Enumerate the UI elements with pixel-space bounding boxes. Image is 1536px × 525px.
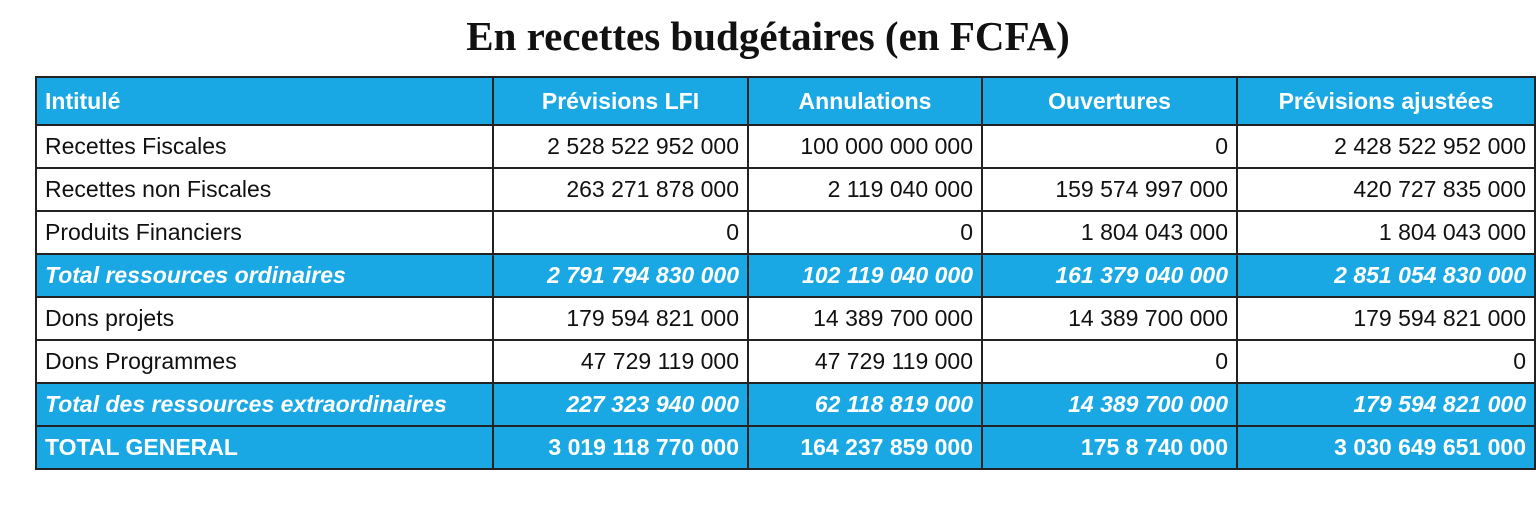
row-label: Total ressources ordinaires xyxy=(35,253,494,298)
cell-annulations: 2 119 040 000 xyxy=(747,167,983,212)
cell-previsions-ajustees: 1 804 043 000 xyxy=(1236,210,1536,255)
cell-annulations: 164 237 859 000 xyxy=(747,425,983,470)
cell-ouvertures: 1 804 043 000 xyxy=(981,210,1238,255)
page-title: En recettes budgétaires (en FCFA) xyxy=(466,13,1070,59)
cell-previsions-ajustees: 3 030 649 651 000 xyxy=(1236,425,1536,470)
row-label: Dons Programmes xyxy=(35,339,494,384)
budget-revenue-table: Intitulé Prévisions LFI Annulations Ouve… xyxy=(35,76,1536,470)
cell-annulations: 0 xyxy=(747,210,983,255)
column-header-annulations: Annulations xyxy=(747,76,983,126)
column-header-previsions-lfi: Prévisions LFI xyxy=(492,76,749,126)
cell-previsions-lfi: 0 xyxy=(492,210,749,255)
cell-previsions-ajustees: 0 xyxy=(1236,339,1536,384)
row-label: Produits Financiers xyxy=(35,210,494,255)
row-label: Dons projets xyxy=(35,296,494,341)
row-label: TOTAL GENERAL xyxy=(35,425,494,470)
table-row-total-ressources-extraordinaires: Total des ressources extraordinaires 227… xyxy=(35,382,1536,427)
table-row-recettes-fiscales: Recettes Fiscales 2 528 522 952 000 100 … xyxy=(35,124,1536,169)
cell-annulations: 100 000 000 000 xyxy=(747,124,983,169)
cell-ouvertures: 159 574 997 000 xyxy=(981,167,1238,212)
table-row-recettes-non-fiscales: Recettes non Fiscales 263 271 878 000 2 … xyxy=(35,167,1536,212)
row-label: Total des ressources extraordinaires xyxy=(35,382,494,427)
column-header-intitule: Intitulé xyxy=(35,76,494,126)
column-header-previsions-ajustees: Prévisions ajustées xyxy=(1236,76,1536,126)
cell-ouvertures: 161 379 040 000 xyxy=(981,253,1238,298)
row-label: Recettes non Fiscales xyxy=(35,167,494,212)
cell-ouvertures: 14 389 700 000 xyxy=(981,296,1238,341)
cell-previsions-lfi: 3 019 118 770 000 xyxy=(492,425,749,470)
cell-previsions-lfi: 227 323 940 000 xyxy=(492,382,749,427)
cell-previsions-ajustees: 420 727 835 000 xyxy=(1236,167,1536,212)
table-row-produits-financiers: Produits Financiers 0 0 1 804 043 000 1 … xyxy=(35,210,1536,255)
cell-previsions-lfi: 263 271 878 000 xyxy=(492,167,749,212)
cell-previsions-ajustees: 2 851 054 830 000 xyxy=(1236,253,1536,298)
cell-annulations: 102 119 040 000 xyxy=(747,253,983,298)
cell-ouvertures: 0 xyxy=(981,339,1238,384)
cell-previsions-lfi: 2 528 522 952 000 xyxy=(492,124,749,169)
cell-previsions-ajustees: 2 428 522 952 000 xyxy=(1236,124,1536,169)
cell-previsions-lfi: 179 594 821 000 xyxy=(492,296,749,341)
cell-ouvertures: 14 389 700 000 xyxy=(981,382,1238,427)
cell-ouvertures: 175 8 740 000 xyxy=(981,425,1238,470)
cell-annulations: 62 118 819 000 xyxy=(747,382,983,427)
column-header-ouvertures: Ouvertures xyxy=(981,76,1238,126)
cell-previsions-ajustees: 179 594 821 000 xyxy=(1236,382,1536,427)
cell-annulations: 14 389 700 000 xyxy=(747,296,983,341)
row-label: Recettes Fiscales xyxy=(35,124,494,169)
table-row-total-ressources-ordinaires: Total ressources ordinaires 2 791 794 83… xyxy=(35,253,1536,298)
cell-previsions-lfi: 2 791 794 830 000 xyxy=(492,253,749,298)
cell-annulations: 47 729 119 000 xyxy=(747,339,983,384)
table-row-dons-programmes: Dons Programmes 47 729 119 000 47 729 11… xyxy=(35,339,1536,384)
table-row-dons-projets: Dons projets 179 594 821 000 14 389 700 … xyxy=(35,296,1536,341)
cell-previsions-ajustees: 179 594 821 000 xyxy=(1236,296,1536,341)
table-header-row: Intitulé Prévisions LFI Annulations Ouve… xyxy=(35,76,1536,126)
table-row-total-general: TOTAL GENERAL 3 019 118 770 000 164 237 … xyxy=(35,425,1536,470)
cell-ouvertures: 0 xyxy=(981,124,1238,169)
cell-previsions-lfi: 47 729 119 000 xyxy=(492,339,749,384)
